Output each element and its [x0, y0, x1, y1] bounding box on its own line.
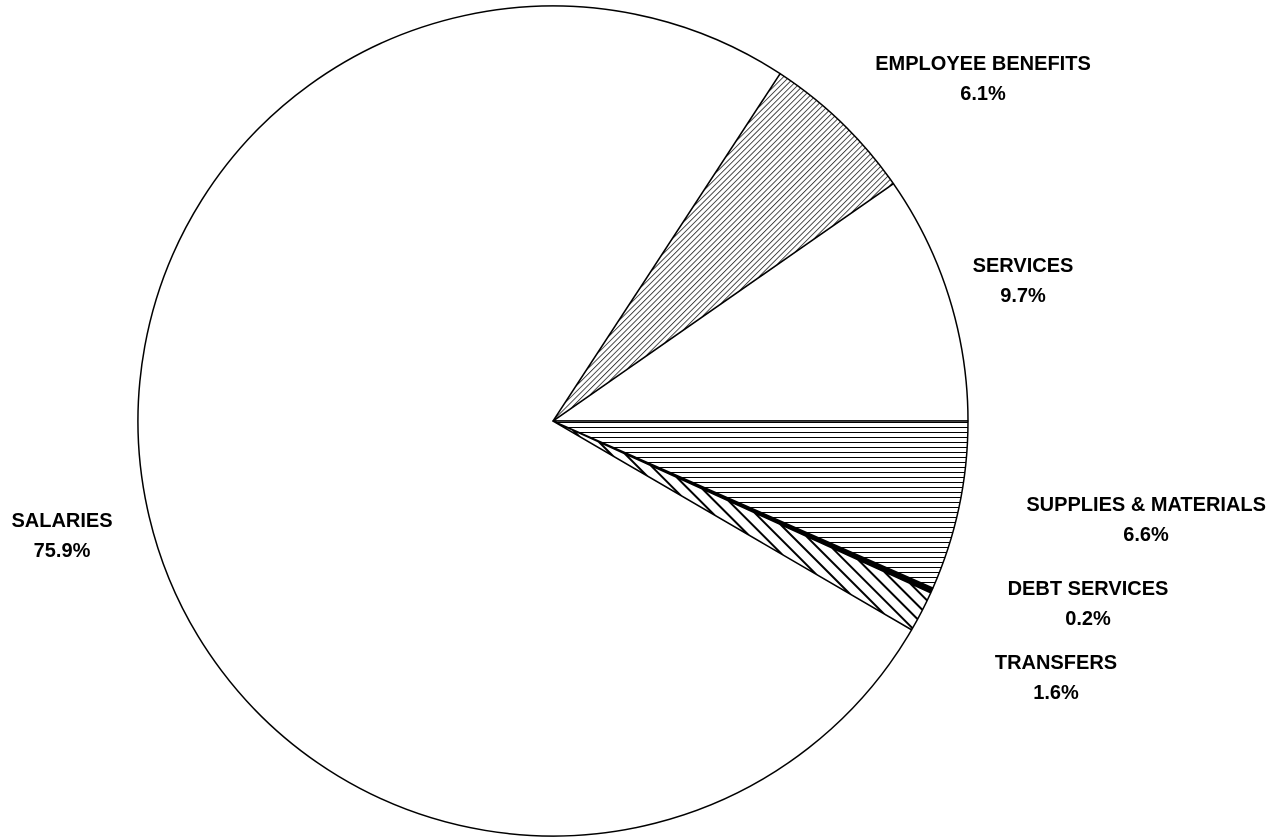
slice-label-transfers: TRANSFERS: [995, 652, 1117, 674]
pie-slice-employee-benefits: [552, 72, 895, 422]
slice-label-debt-services: DEBT SERVICES: [1008, 578, 1169, 600]
pie-slices: [137, 5, 969, 837]
pie-slice-salaries: [137, 5, 913, 837]
slice-value-services: 9.7%: [1000, 285, 1046, 307]
slice-value-salaries: 75.9%: [34, 540, 91, 562]
slice-label-employee-benefits: EMPLOYEE BENEFITS: [875, 53, 1091, 75]
slice-label-services: SERVICES: [973, 255, 1074, 277]
pie-slice-supplies-and-materials: [552, 420, 969, 589]
pie-slice-services: [552, 182, 969, 422]
slice-value-supplies-and-materials: 6.6%: [1123, 524, 1169, 546]
pie-labels: SERVICES 9.7% EMPLOYEE BENEFITS 6.1% SALARIE…: [11, 53, 1266, 704]
slice-label-salaries: SALARIES: [11, 510, 112, 532]
slice-value-employee-benefits: 6.1%: [960, 83, 1006, 105]
slice-label-supplies-and-materials: SUPPLIES & MATERIALS: [1026, 494, 1266, 516]
slice-value-transfers: 1.6%: [1033, 682, 1079, 704]
slice-value-debt-services: 0.2%: [1065, 608, 1111, 630]
